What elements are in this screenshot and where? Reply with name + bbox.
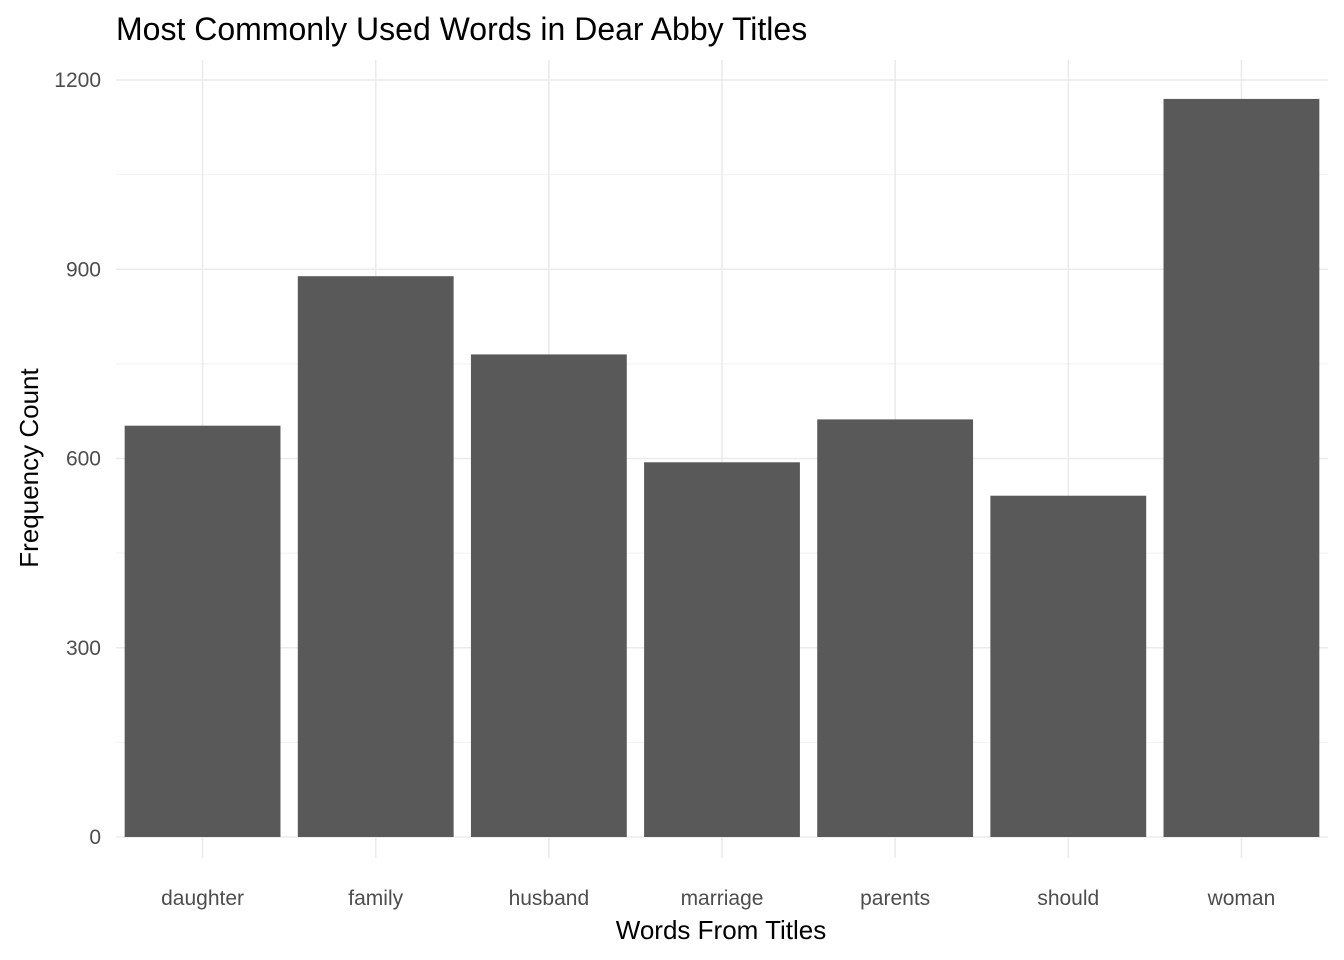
x-tick-label: family <box>348 887 403 910</box>
bars <box>124 98 1320 838</box>
x-tick-label: husband <box>509 887 590 910</box>
bar-woman <box>1163 98 1320 838</box>
x-axis-title: Words From Titles <box>616 915 826 945</box>
x-tick-label: parents <box>860 887 930 910</box>
x-tick-label: marriage <box>681 887 764 910</box>
bar-husband <box>470 354 627 837</box>
x-tick-label: should <box>1037 887 1099 910</box>
x-tick-label: daughter <box>161 887 244 910</box>
bar-parents <box>817 419 974 837</box>
x-axis-ticks: daughter family husband marriage parents shou… <box>161 887 1275 910</box>
bar-should <box>990 495 1147 837</box>
y-axis-title: Frequency Count <box>14 368 44 568</box>
y-tick-label: 1200 <box>54 69 101 92</box>
y-axis-ticks: 0 300 600 900 1200 <box>54 69 101 849</box>
y-tick-label: 300 <box>66 637 101 660</box>
bar-daughter <box>124 425 281 837</box>
chart-title: Most Commonly Used Words in Dear Abby Ti… <box>116 11 807 47</box>
y-tick-label: 900 <box>66 258 101 281</box>
y-tick-label: 0 <box>89 826 101 849</box>
bar-family <box>297 276 454 837</box>
x-tick-label: woman <box>1207 887 1276 910</box>
y-tick-label: 600 <box>66 448 101 471</box>
bar-marriage <box>644 462 800 837</box>
